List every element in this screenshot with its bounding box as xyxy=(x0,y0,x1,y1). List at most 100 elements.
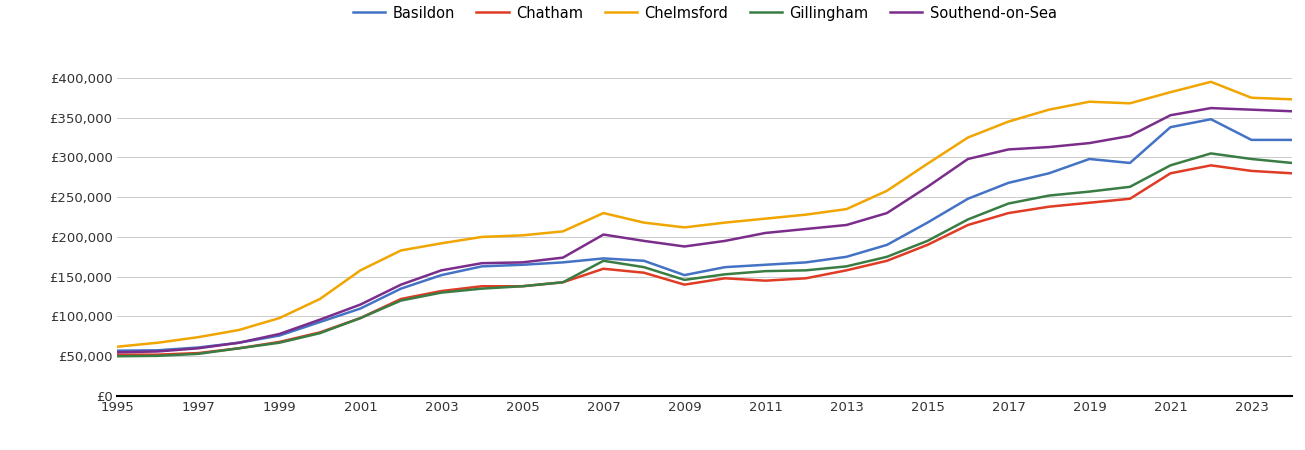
Chatham xyxy=(393,296,408,302)
Line: Southend-on-Sea: Southend-on-Sea xyxy=(117,108,1292,352)
Chatham xyxy=(1122,196,1138,202)
Basildon xyxy=(839,254,855,260)
Basildon xyxy=(231,340,247,346)
Chelmsford xyxy=(920,161,936,166)
Chelmsford xyxy=(433,241,449,246)
Southend-on-Sea xyxy=(271,331,287,337)
Southend-on-Sea xyxy=(595,232,611,237)
Gillingham xyxy=(718,272,733,277)
Chatham xyxy=(799,275,814,281)
Basildon xyxy=(595,256,611,261)
Basildon xyxy=(1163,125,1178,130)
Basildon xyxy=(1244,137,1259,143)
Basildon xyxy=(433,272,449,278)
Chatham xyxy=(231,346,247,351)
Southend-on-Sea xyxy=(110,350,125,355)
Southend-on-Sea xyxy=(231,340,247,346)
Chelmsford xyxy=(231,327,247,333)
Chelmsford xyxy=(555,229,570,234)
Chelmsford xyxy=(1082,99,1098,104)
Gillingham xyxy=(231,346,247,351)
Gillingham xyxy=(191,351,206,356)
Chatham xyxy=(1041,204,1057,209)
Basildon xyxy=(1082,156,1098,162)
Southend-on-Sea xyxy=(758,230,774,236)
Chatham xyxy=(839,268,855,273)
Chatham xyxy=(718,275,733,281)
Gillingham xyxy=(150,353,166,359)
Gillingham xyxy=(474,286,489,291)
Basildon xyxy=(352,306,368,311)
Line: Chelmsford: Chelmsford xyxy=(117,82,1292,346)
Basildon xyxy=(676,272,692,278)
Chelmsford xyxy=(1122,101,1138,106)
Chatham xyxy=(271,339,287,345)
Basildon xyxy=(150,347,166,353)
Southend-on-Sea xyxy=(150,349,166,354)
Southend-on-Sea xyxy=(1041,144,1057,150)
Southend-on-Sea xyxy=(352,302,368,307)
Chatham xyxy=(636,270,651,275)
Gillingham xyxy=(352,315,368,321)
Gillingham xyxy=(1163,162,1178,168)
Chelmsford xyxy=(676,225,692,230)
Southend-on-Sea xyxy=(1244,107,1259,112)
Basildon xyxy=(474,264,489,269)
Basildon xyxy=(1122,160,1138,166)
Chelmsford xyxy=(393,248,408,253)
Southend-on-Sea xyxy=(1163,112,1178,118)
Gillingham xyxy=(555,279,570,285)
Chelmsford xyxy=(271,315,287,321)
Southend-on-Sea xyxy=(920,184,936,189)
Chelmsford xyxy=(1284,97,1300,102)
Gillingham xyxy=(676,277,692,283)
Chatham xyxy=(1284,171,1300,176)
Gillingham xyxy=(1041,193,1057,198)
Line: Chatham: Chatham xyxy=(117,165,1292,355)
Chatham xyxy=(555,279,570,285)
Chatham xyxy=(960,222,976,228)
Gillingham xyxy=(1082,189,1098,194)
Chelmsford xyxy=(150,340,166,346)
Chelmsford xyxy=(110,344,125,349)
Chatham xyxy=(1244,168,1259,174)
Chatham xyxy=(514,284,530,289)
Gillingham xyxy=(758,269,774,274)
Basildon xyxy=(920,220,936,225)
Basildon xyxy=(758,262,774,267)
Chatham xyxy=(1082,200,1098,206)
Basildon xyxy=(191,345,206,350)
Gillingham xyxy=(1122,184,1138,189)
Chatham xyxy=(595,266,611,271)
Chatham xyxy=(474,284,489,289)
Chatham xyxy=(1163,171,1178,176)
Gillingham xyxy=(1001,201,1017,206)
Chelmsford xyxy=(595,210,611,216)
Southend-on-Sea xyxy=(191,346,206,351)
Chatham xyxy=(110,352,125,357)
Gillingham xyxy=(839,264,855,269)
Basildon xyxy=(799,260,814,265)
Gillingham xyxy=(1244,156,1259,162)
Gillingham xyxy=(960,217,976,222)
Gillingham xyxy=(920,238,936,243)
Chelmsford xyxy=(1244,95,1259,100)
Line: Basildon: Basildon xyxy=(117,119,1292,351)
Chatham xyxy=(920,242,936,248)
Chatham xyxy=(880,258,895,264)
Chelmsford xyxy=(758,216,774,221)
Gillingham xyxy=(393,298,408,303)
Chatham xyxy=(1001,210,1017,216)
Gillingham xyxy=(433,290,449,295)
Gillingham xyxy=(595,258,611,264)
Chatham xyxy=(191,351,206,356)
Southend-on-Sea xyxy=(555,255,570,260)
Southend-on-Sea xyxy=(1001,147,1017,152)
Basildon xyxy=(555,260,570,265)
Basildon xyxy=(718,265,733,270)
Chelmsford xyxy=(839,207,855,212)
Southend-on-Sea xyxy=(1203,105,1219,111)
Chelmsford xyxy=(191,334,206,340)
Chatham xyxy=(676,282,692,288)
Chelmsford xyxy=(1001,119,1017,124)
